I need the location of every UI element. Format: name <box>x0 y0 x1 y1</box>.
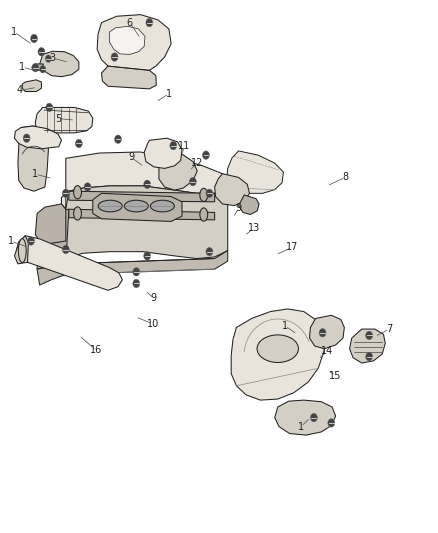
Polygon shape <box>66 186 228 264</box>
Polygon shape <box>35 108 93 133</box>
Circle shape <box>23 134 30 142</box>
Ellipse shape <box>200 188 208 201</box>
Ellipse shape <box>98 200 122 212</box>
Polygon shape <box>32 64 43 70</box>
Polygon shape <box>239 195 259 215</box>
Circle shape <box>115 135 121 143</box>
Polygon shape <box>350 329 385 363</box>
Ellipse shape <box>124 200 148 212</box>
Text: 12: 12 <box>191 158 203 167</box>
Circle shape <box>46 103 53 112</box>
Polygon shape <box>275 400 336 435</box>
Polygon shape <box>144 138 182 168</box>
Circle shape <box>46 55 51 62</box>
Polygon shape <box>231 309 324 400</box>
Circle shape <box>62 245 69 254</box>
Circle shape <box>146 18 153 27</box>
Polygon shape <box>93 193 182 221</box>
Text: 17: 17 <box>286 243 298 253</box>
Text: 9: 9 <box>236 203 242 213</box>
Circle shape <box>144 180 151 189</box>
Circle shape <box>38 47 45 56</box>
Polygon shape <box>110 26 145 54</box>
Text: 9: 9 <box>151 293 157 303</box>
Text: 1: 1 <box>282 321 288 331</box>
Text: 9: 9 <box>128 152 134 162</box>
Circle shape <box>170 141 177 150</box>
Circle shape <box>311 414 318 422</box>
Ellipse shape <box>74 185 81 199</box>
Text: 5: 5 <box>55 114 61 124</box>
Polygon shape <box>310 316 344 349</box>
Text: 15: 15 <box>329 371 342 381</box>
Polygon shape <box>18 126 48 191</box>
Circle shape <box>206 247 213 256</box>
Polygon shape <box>61 152 232 209</box>
Text: 1: 1 <box>166 88 172 99</box>
Circle shape <box>366 352 373 361</box>
Text: 1: 1 <box>298 422 304 432</box>
Polygon shape <box>159 150 197 190</box>
Polygon shape <box>97 14 171 75</box>
Circle shape <box>31 34 38 43</box>
Circle shape <box>84 183 91 191</box>
Ellipse shape <box>257 335 298 362</box>
Circle shape <box>319 328 326 337</box>
Ellipse shape <box>74 207 81 220</box>
Polygon shape <box>215 174 250 206</box>
Circle shape <box>40 66 46 73</box>
Polygon shape <box>37 209 69 269</box>
Ellipse shape <box>150 200 174 212</box>
Polygon shape <box>227 151 283 193</box>
Circle shape <box>28 237 35 245</box>
Polygon shape <box>14 236 28 264</box>
Polygon shape <box>37 251 228 285</box>
Text: 8: 8 <box>342 172 348 182</box>
Text: 14: 14 <box>321 346 333 357</box>
Text: 13: 13 <box>248 223 260 233</box>
Text: 10: 10 <box>147 319 159 329</box>
Polygon shape <box>17 236 122 290</box>
Polygon shape <box>69 191 215 202</box>
Text: 1: 1 <box>19 62 25 72</box>
Text: 11: 11 <box>178 141 190 151</box>
Text: 16: 16 <box>90 345 102 356</box>
Circle shape <box>111 53 118 61</box>
Ellipse shape <box>18 239 26 263</box>
Circle shape <box>133 268 140 276</box>
Polygon shape <box>102 66 156 89</box>
Text: 1: 1 <box>32 169 39 179</box>
Polygon shape <box>69 209 215 220</box>
Circle shape <box>366 331 373 340</box>
Circle shape <box>206 189 213 198</box>
Text: 6: 6 <box>127 18 133 28</box>
Polygon shape <box>35 204 66 244</box>
Text: 3: 3 <box>49 53 56 63</box>
Ellipse shape <box>200 208 208 221</box>
Polygon shape <box>40 51 79 77</box>
Circle shape <box>144 252 151 260</box>
Circle shape <box>189 177 196 186</box>
Text: 7: 7 <box>386 324 393 334</box>
Circle shape <box>202 151 209 159</box>
Text: 1: 1 <box>8 236 14 246</box>
Polygon shape <box>14 126 61 149</box>
Text: 1: 1 <box>11 27 18 37</box>
Polygon shape <box>22 80 42 92</box>
Text: 4: 4 <box>17 85 23 95</box>
Circle shape <box>75 139 82 148</box>
Circle shape <box>62 189 69 198</box>
Circle shape <box>328 419 335 427</box>
Circle shape <box>32 63 39 72</box>
Circle shape <box>133 279 140 288</box>
